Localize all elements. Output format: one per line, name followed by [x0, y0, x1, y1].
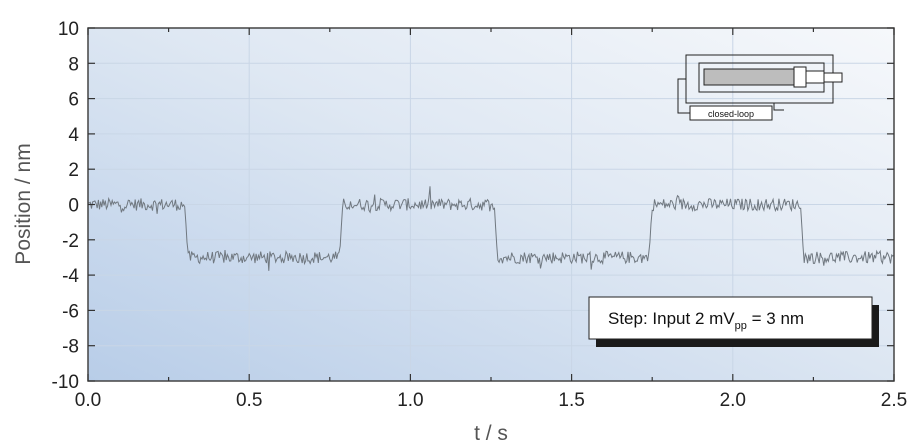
y-tick-label: -4 [62, 266, 79, 287]
y-tick-label: -10 [52, 372, 79, 393]
grid-lines [88, 28, 894, 381]
step-annotation-prefix: Step: Input 2 mV [608, 309, 735, 328]
inset-feedback-line [677, 78, 690, 114]
step-annotation-box [588, 296, 873, 340]
y-tick-label: -2 [62, 231, 79, 252]
y-axis-title: Position / nm [12, 143, 35, 264]
y-tick-labels: 10 8 6 4 2 0 -2 -4 -6 -8 -10 [52, 19, 80, 393]
inset-plunger [805, 70, 825, 84]
step-annotation-suffix: = 3 nm [747, 309, 804, 328]
x-tick-labels: 0.0 0.5 1.0 1.5 2.0 2.5 [75, 390, 907, 411]
y-tick-label: 6 [68, 90, 79, 111]
inset-label: closed-loop [708, 109, 754, 119]
position-trace [87, 186, 895, 271]
x-tick-label: 0.0 [75, 390, 101, 411]
y-tick-label: 8 [68, 54, 79, 75]
y-tick-label: -8 [62, 337, 79, 358]
step-annotation-subscript: pp [735, 320, 747, 332]
y-tick-label: -6 [62, 301, 79, 322]
inset-label-box [689, 105, 773, 121]
step-annotation: Step: Input 2 mVpp = 3 nm [588, 296, 879, 347]
inset-sensor-line [773, 103, 784, 111]
x-tick-label: 0.5 [236, 390, 262, 411]
x-tick-label: 1.5 [558, 390, 584, 411]
x-tick-label: 1.0 [397, 390, 423, 411]
x-tick-label: 2.0 [720, 390, 746, 411]
closed-loop-inset-diagram: closed-loop [677, 54, 843, 121]
inset-piezo-stack [703, 68, 795, 86]
inset-cap [793, 66, 807, 88]
svg-text:Step: Input 2 mVpp = 3 nm: Step: Input 2 mVpp = 3 nm [608, 309, 804, 332]
x-axis-title: t / s [474, 422, 508, 445]
y-tick-label: 10 [58, 19, 79, 40]
x-tick-label: 2.5 [881, 390, 907, 411]
y-tick-label: 4 [68, 125, 79, 146]
y-tick-label: 2 [68, 160, 79, 181]
y-tick-label: 0 [68, 196, 79, 217]
axis-ticks [87, 27, 895, 382]
inset-tip [823, 72, 843, 83]
